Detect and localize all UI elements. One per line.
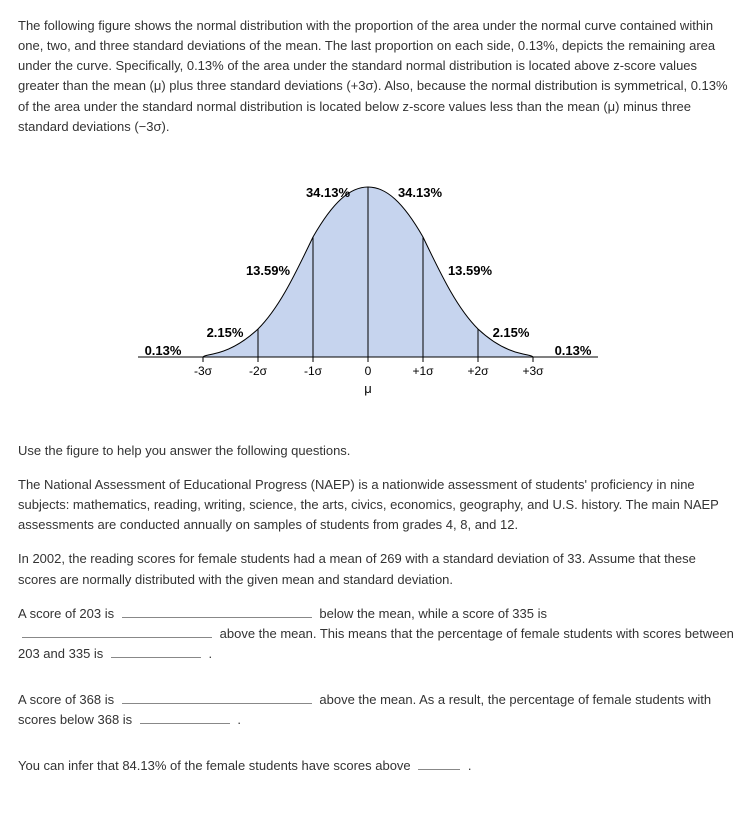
svg-text:2.15%: 2.15% bbox=[493, 325, 530, 340]
q1-blank-2[interactable] bbox=[22, 624, 212, 638]
q1-part-a: A score of 203 is bbox=[18, 606, 114, 621]
q1-blank-1[interactable] bbox=[122, 604, 312, 618]
question-2: A score of 368 is above the mean. As a r… bbox=[18, 690, 736, 730]
q1-blank-3[interactable] bbox=[111, 644, 201, 658]
q1-part-b: below the mean, while a score of 335 is bbox=[319, 606, 547, 621]
svg-text:0.13%: 0.13% bbox=[145, 343, 182, 358]
q2-part-a: A score of 368 is bbox=[18, 692, 114, 707]
question-3: You can infer that 84.13% of the female … bbox=[18, 756, 736, 776]
q3-blank-1[interactable] bbox=[418, 756, 460, 770]
q2-blank-2[interactable] bbox=[140, 710, 230, 724]
svg-text:34.13%: 34.13% bbox=[398, 185, 443, 200]
svg-text:13.59%: 13.59% bbox=[448, 263, 493, 278]
svg-text:0.13%: 0.13% bbox=[555, 343, 592, 358]
scenario-text: In 2002, the reading scores for female s… bbox=[18, 549, 736, 589]
svg-text:13.59%: 13.59% bbox=[246, 263, 291, 278]
svg-text:-3σ: -3σ bbox=[194, 364, 213, 378]
q2-part-c: . bbox=[237, 712, 241, 727]
svg-text:-1σ: -1σ bbox=[304, 364, 323, 378]
svg-text:+1σ: +1σ bbox=[412, 364, 434, 378]
svg-text:0: 0 bbox=[365, 364, 372, 378]
svg-text:μ: μ bbox=[364, 381, 372, 396]
question-1: A score of 203 is below the mean, while … bbox=[18, 604, 736, 664]
q1-part-d: . bbox=[209, 646, 213, 661]
svg-text:2.15%: 2.15% bbox=[207, 325, 244, 340]
intro-paragraph: The following figure shows the normal di… bbox=[18, 16, 736, 137]
svg-text:34.13%: 34.13% bbox=[306, 185, 351, 200]
normal-distribution-chart: -3σ -2σ -1σ 0 +1σ +2σ +3σ μ 0.13% 2.15% 13.59% 34.1… bbox=[78, 157, 638, 417]
svg-text:+3σ: +3σ bbox=[522, 364, 544, 378]
svg-text:+2σ: +2σ bbox=[467, 364, 489, 378]
q3-part-a: You can infer that 84.13% of the female … bbox=[18, 758, 411, 773]
naep-intro-text: The National Assessment of Educational P… bbox=[18, 475, 736, 535]
use-figure-text: Use the figure to help you answer the fo… bbox=[18, 441, 736, 461]
svg-text:-2σ: -2σ bbox=[249, 364, 268, 378]
q3-part-b: . bbox=[468, 758, 472, 773]
q2-blank-1[interactable] bbox=[122, 690, 312, 704]
